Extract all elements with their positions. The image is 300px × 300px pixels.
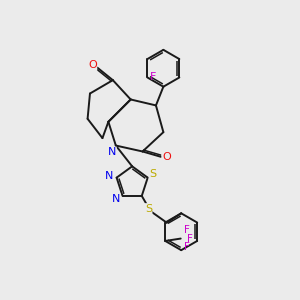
- Text: S: S: [149, 169, 156, 179]
- Text: N: N: [108, 147, 116, 157]
- Text: F: F: [184, 242, 190, 252]
- Text: F: F: [150, 73, 156, 82]
- Text: O: O: [88, 60, 97, 70]
- Text: F: F: [187, 234, 193, 244]
- Text: S: S: [145, 204, 152, 214]
- Text: N: N: [112, 194, 120, 204]
- Text: F: F: [184, 225, 190, 235]
- Text: O: O: [162, 152, 171, 162]
- Text: N: N: [105, 171, 113, 181]
